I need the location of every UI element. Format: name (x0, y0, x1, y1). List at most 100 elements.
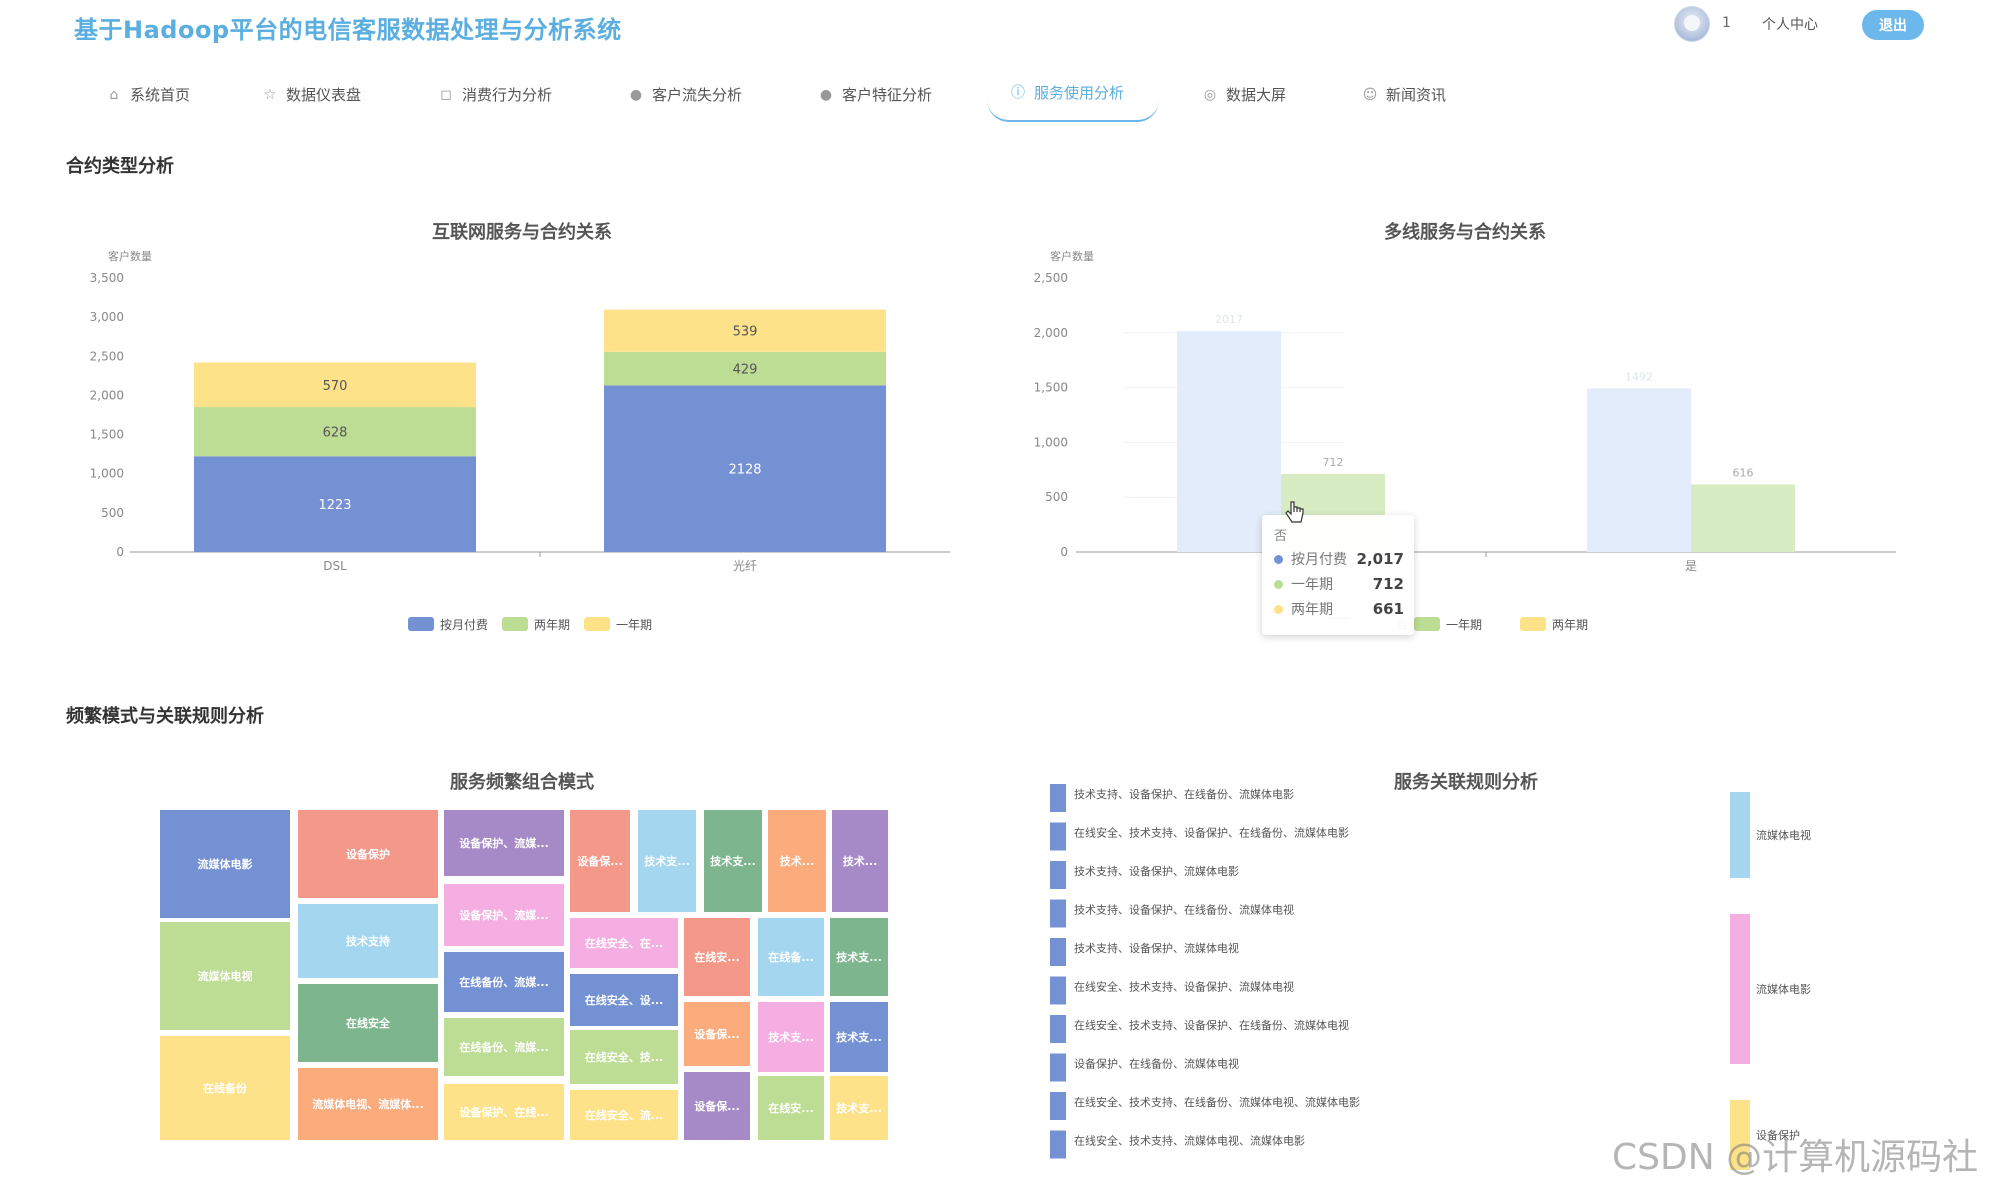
treemap-cell-label: 设备保... (694, 1099, 740, 1113)
hand-cursor-icon (1285, 501, 1304, 523)
rule-source-label: 技术支持、设备保护、流媒体电视 (1074, 941, 1239, 955)
treemap-cell (444, 1084, 564, 1140)
legend-swatch (408, 617, 434, 631)
rule-source-node (1050, 899, 1066, 928)
y-tick-label: 2,000 (1034, 326, 1068, 340)
chart-title-internet: 互联网服务与合约关系 (432, 222, 612, 243)
treemap-cell-label: 技术... (780, 854, 815, 868)
nav-item-service-usage[interactable]: ⓘ 服务使用分析 (1010, 82, 1124, 103)
treemap-cell-label: 在线安... (694, 950, 740, 964)
tooltip-dot (1274, 604, 1283, 614)
treemap-cell (758, 1076, 824, 1140)
smile-icon: ☺ (1362, 86, 1378, 103)
multiline-contract-chart: 客户数量 0 500 1,000 1,500 2,000 2,500 2017 712 否 1492… (1034, 249, 1896, 632)
treemap-cell (444, 952, 564, 1012)
legend-label: 一年期 (616, 618, 652, 632)
rule-source-label: 设备保护、在线备份、流媒体电视 (1074, 1057, 1239, 1071)
treemap-cell-label: 在线备份、流媒... (459, 1040, 549, 1054)
treemap-cell (160, 1036, 290, 1140)
bar-value-label: 2128 (728, 463, 761, 478)
y-tick-label: 2,500 (90, 349, 124, 363)
nav-item-label: 数据大屏 (1226, 86, 1287, 104)
y-tick-label: 1,500 (90, 428, 124, 442)
tooltip-row: 按月付费 2,017 (1274, 548, 1404, 570)
y-tick-label: 1,000 (90, 467, 124, 481)
tooltip-dot (1274, 579, 1283, 589)
treemap-cell (298, 984, 438, 1062)
y-tick-label: 2,000 (90, 388, 124, 402)
avatar[interactable] (1674, 6, 1710, 42)
rule-source-node (1050, 938, 1066, 966)
bar (1691, 484, 1795, 552)
legend-label: 按月付费 (440, 618, 488, 632)
rule-source-label: 在线安全、技术支持、设备保护、流媒体电视 (1074, 980, 1294, 994)
bar-value-label: 570 (323, 379, 348, 394)
rule-source-label: 技术支持、设备保护、在线备份、流媒体电视 (1074, 903, 1294, 917)
rule-source-node (1050, 1015, 1066, 1043)
treemap-cell-label: 在线安全 (346, 1016, 391, 1030)
info-icon: ⓘ (1011, 84, 1025, 101)
bar-segment (194, 362, 476, 408)
bar-value-label: 712 (1323, 456, 1344, 469)
legend-swatch (1520, 617, 1546, 631)
alert-icon: ● (629, 86, 643, 103)
nav-item-churn[interactable]: ● 客户流失分析 (628, 84, 742, 105)
treemap-cell (830, 1002, 888, 1072)
tooltip-row-value: 712 (1372, 575, 1404, 593)
tooltip-row-value: 661 (1372, 600, 1404, 618)
y-tick-label: 2,500 (1034, 271, 1068, 285)
nav-item-label: 服务使用分析 (1034, 84, 1125, 102)
logout-button[interactable]: 退出 (1862, 10, 1924, 40)
treemap-cell (684, 918, 750, 996)
tooltip-row-value: 2,017 (1356, 550, 1404, 568)
treemap-cell (570, 1090, 678, 1140)
x-tick-label: 是 (1685, 559, 1697, 573)
legend-swatch (1414, 617, 1440, 631)
y-tick-label: 1,500 (1034, 381, 1068, 395)
user-count: 1 (1722, 15, 1731, 31)
treemap-cell (830, 918, 888, 996)
nav-item-label: 客户流失分析 (652, 86, 743, 104)
legend-label: 一年期 (1446, 618, 1482, 632)
treemap-cell (160, 922, 290, 1030)
chart-title-multiline: 多线服务与合约关系 (1384, 222, 1546, 243)
profile-link[interactable]: 个人中心 (1762, 17, 1818, 33)
treemap-cell (768, 810, 826, 912)
watermark: CSDN @计算机源码社 (1612, 1137, 1979, 1178)
treemap-cell (570, 1030, 678, 1084)
active-tab-indicator (987, 100, 1159, 122)
nav-item-label: 新闻资讯 (1386, 86, 1447, 104)
rule-target-label: 流媒体电影 (1756, 982, 1811, 996)
nav-item-features[interactable]: ● 客户特征分析 (818, 84, 932, 105)
treemap-cell-label: 技术... (843, 854, 878, 868)
treemap-cell (298, 1068, 438, 1140)
nav-item-consumption[interactable]: ◻ 消费行为分析 (438, 84, 552, 105)
treemap-cell-label: 在线安全、设... (585, 993, 664, 1007)
rule-target-node (1730, 1100, 1750, 1170)
chart-title-association: 服务关联规则分析 (1394, 772, 1538, 793)
legend-label: 两年期 (1552, 618, 1588, 632)
treemap-cell-label: 设备保护、流媒... (459, 908, 549, 922)
treemap-cell-label: 在线安全、在... (585, 936, 664, 950)
treemap-cell (830, 1076, 888, 1140)
app-header: 基于Hadoop平台的电信客服数据处理与分析系统 1 个人中心 退出 (0, 0, 1992, 60)
nav-item-big-screen[interactable]: ◎ 数据大屏 (1202, 84, 1286, 105)
app-title: 基于Hadoop平台的电信客服数据处理与分析系统 (74, 16, 622, 44)
nav-item-label: 系统首页 (130, 86, 191, 104)
tooltip-category: 否 (1274, 529, 1288, 544)
nav-item-home[interactable]: ⌂ 系统首页 (106, 84, 190, 105)
rule-source-label: 技术支持、设备保护、流媒体电影 (1074, 864, 1239, 878)
bar-segment (194, 407, 476, 457)
nav-item-news[interactable]: ☺ 新闻资讯 (1362, 84, 1446, 105)
treemap-cell (704, 810, 762, 912)
treemap-cell (444, 1018, 564, 1076)
question-icon: ● (819, 86, 833, 103)
y-axis-label: 客户数量 (1050, 249, 1094, 263)
treemap-cell-label: 在线备份、流媒... (459, 975, 549, 989)
nav-item-dashboard[interactable]: ☆ 数据仪表盘 (262, 84, 361, 105)
treemap-cell (832, 810, 888, 912)
bar-value-label: 616 (1733, 466, 1754, 479)
treemap-cell-label: 流媒体电视 (198, 969, 253, 983)
treemap-cell-label: 技术支持 (346, 934, 390, 948)
treemap-cell-label: 设备保护 (346, 847, 390, 861)
